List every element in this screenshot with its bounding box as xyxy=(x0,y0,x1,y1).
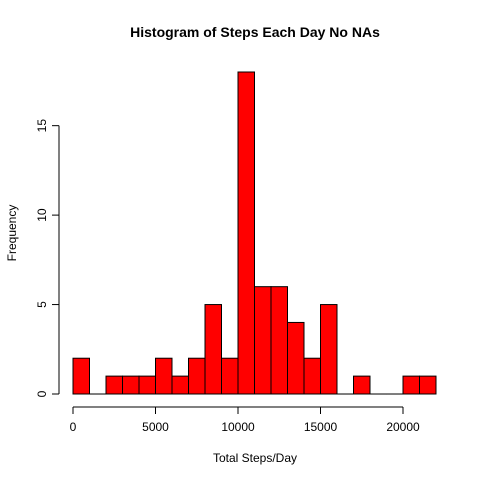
histogram-bar xyxy=(353,375,371,395)
y-tick-label: 0 xyxy=(35,390,49,397)
x-tick-label: 15000 xyxy=(304,420,338,434)
histogram-bar xyxy=(402,375,420,395)
histogram-bar xyxy=(122,375,140,395)
histogram-bar xyxy=(419,375,437,395)
histogram-bar xyxy=(204,304,222,395)
bars-group xyxy=(72,71,437,395)
x-axis-label: Total Steps/Day xyxy=(213,451,297,465)
x-axis: 0 5000 10000 15000 20000 xyxy=(70,406,420,434)
histogram-bar xyxy=(287,321,305,395)
histogram-bar xyxy=(72,357,90,395)
histogram-bar xyxy=(171,375,189,395)
y-axis: 0 5 10 15 xyxy=(35,119,60,397)
histogram-bar xyxy=(221,357,239,395)
histogram-bar xyxy=(320,304,338,395)
x-tick-label: 0 xyxy=(70,420,77,434)
y-axis-label: Frequency xyxy=(5,205,19,262)
histogram-bar xyxy=(105,375,123,395)
x-tick-label: 5000 xyxy=(142,420,169,434)
y-tick-label: 5 xyxy=(35,301,49,308)
histogram-bar xyxy=(138,375,156,395)
histogram-bar xyxy=(270,286,288,395)
histogram-bar xyxy=(254,286,272,395)
histogram-bar xyxy=(188,357,206,395)
histogram-bar xyxy=(155,357,173,395)
chart-title: Histogram of Steps Each Day No NAs xyxy=(130,24,380,40)
x-tick-label: 10000 xyxy=(221,420,255,434)
y-tick-label: 10 xyxy=(35,208,49,222)
x-tick-label: 20000 xyxy=(386,420,420,434)
y-tick-label: 15 xyxy=(35,119,49,133)
histogram-bar xyxy=(303,357,321,395)
histogram-bar xyxy=(237,71,255,395)
